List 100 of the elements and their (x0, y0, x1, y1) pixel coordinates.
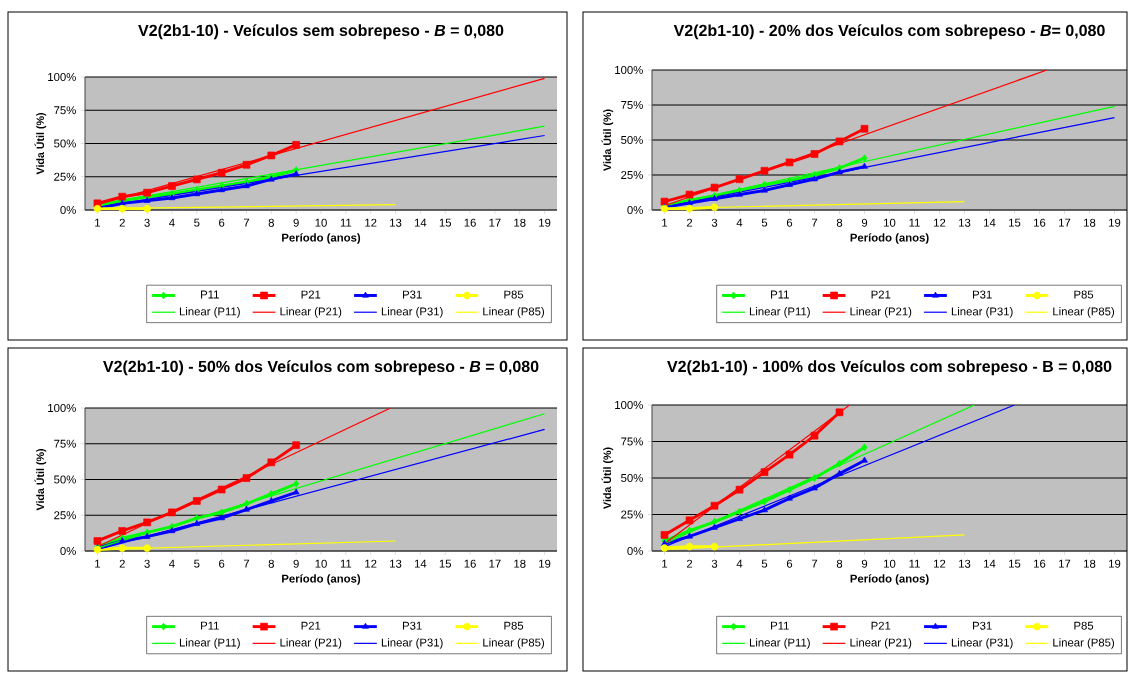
legend-label: Linear (P11) (179, 307, 240, 318)
x-tick-label: 1 (95, 559, 101, 568)
y-tick-label: 0% (60, 546, 76, 555)
x-tick-label: 15 (1009, 559, 1021, 568)
x-axis-title: Período (anos) (282, 574, 361, 585)
legend-label: P31 (972, 621, 992, 630)
x-tick-label: 11 (340, 559, 352, 568)
x-tick-label: 1 (662, 218, 668, 227)
y-tick-label: 50% (621, 473, 643, 482)
x-tick-label: 4 (736, 218, 743, 227)
x-tick-label: 2 (119, 218, 125, 227)
x-tick-label: 10 (315, 218, 327, 227)
legend-label: Linear (P85) (483, 307, 545, 318)
x-tick-label: 17 (1059, 559, 1071, 568)
legend-label: Linear (P11) (749, 638, 810, 649)
legend-label: Linear (P21) (280, 307, 342, 318)
legend-label: P21 (301, 290, 321, 299)
x-tick-label: 6 (219, 559, 225, 568)
x-tick-label: 16 (1034, 559, 1046, 568)
x-tick-label: 1 (95, 218, 101, 227)
y-tick-label: 25% (54, 172, 76, 181)
y-tick-label: 0% (60, 205, 76, 214)
y-tick-label: 50% (54, 139, 76, 148)
x-tick-label: 11 (909, 218, 920, 227)
y-tick-label: 100% (48, 403, 76, 412)
legend-label: Linear (P21) (850, 307, 912, 318)
x-tick-label: 8 (268, 559, 274, 568)
legend-label: P31 (402, 621, 422, 630)
x-tick-label: 2 (686, 218, 693, 227)
y-tick-label: 50% (621, 135, 643, 144)
x-tick-label: 7 (811, 218, 818, 227)
y-tick-label: 100% (615, 400, 643, 409)
x-tick-label: 6 (219, 218, 225, 227)
x-tick-label: 2 (686, 559, 693, 568)
x-tick-label: 13 (959, 218, 971, 227)
legend-label: P11 (771, 290, 789, 299)
y-axis-title: Vida Útil (%) (601, 109, 614, 171)
y-tick-label: 50% (54, 475, 76, 484)
x-tick-label: 14 (984, 218, 996, 227)
y-tick-label: 0% (627, 205, 643, 214)
legend-label: Linear (P85) (1053, 638, 1115, 649)
x-tick-label: 18 (514, 218, 526, 227)
x-axis-title: Período (anos) (850, 233, 929, 244)
legend-label: P85 (504, 621, 524, 630)
chart-title: V2(2b1-10) - 50% dos Veículos com sobrepeso - B = 0,080 (103, 360, 539, 376)
x-tick-label: 11 (909, 559, 920, 568)
x-tick-label: 12 (365, 559, 377, 568)
legend-label: Linear (P31) (951, 307, 1013, 318)
legend-label: P85 (504, 290, 524, 299)
x-tick-label: 12 (934, 218, 946, 227)
x-tick-label: 19 (1109, 559, 1121, 568)
x-tick-label: 3 (711, 218, 718, 227)
x-tick-label: 5 (194, 218, 200, 227)
legend-label: P31 (972, 290, 992, 299)
y-axis-title: Vida Útil (%) (34, 449, 47, 511)
x-tick-label: 15 (439, 559, 452, 568)
legend-label: P31 (402, 290, 422, 299)
x-tick-label: 18 (1084, 218, 1096, 227)
x-tick-label: 8 (836, 559, 843, 568)
legend-label: P11 (201, 290, 219, 299)
legend-label: P85 (1074, 290, 1094, 299)
x-tick-label: 16 (1034, 218, 1046, 227)
y-tick-label: 75% (621, 437, 643, 446)
x-tick-label: 4 (169, 218, 175, 227)
x-tick-label: 17 (1059, 218, 1071, 227)
x-tick-label: 19 (1109, 218, 1121, 227)
chart-title: V2(2b1-10) - Veículos sem sobrepeso - B = 0,080 (138, 24, 504, 40)
y-tick-label: 75% (621, 101, 643, 109)
x-tick-label: 16 (464, 559, 476, 568)
y-tick-label: 75% (54, 106, 76, 115)
legend-label: Linear (P85) (1053, 307, 1115, 318)
x-tick-label: 8 (268, 218, 274, 227)
legend-label: Linear (P85) (483, 638, 545, 649)
legend-label: P11 (771, 621, 789, 630)
y-tick-label: 25% (54, 511, 76, 520)
x-tick-label: 10 (884, 218, 896, 227)
x-tick-label: 9 (293, 559, 299, 568)
y-tick-label: 25% (621, 510, 643, 519)
x-tick-label: 9 (861, 559, 868, 568)
legend-label: P85 (1074, 621, 1094, 630)
x-axis-title: Período (anos) (282, 233, 361, 244)
x-tick-label: 5 (761, 218, 768, 227)
x-tick-label: 6 (786, 559, 793, 568)
x-tick-label: 14 (984, 559, 996, 568)
y-tick-label: 25% (621, 170, 643, 179)
legend-label: P11 (201, 621, 219, 630)
y-tick-label: 75% (54, 439, 76, 448)
x-tick-label: 3 (711, 559, 718, 568)
legend-label: Linear (P11) (179, 638, 240, 649)
chart-title: V2(2b1-10) - 20% dos Veículos com sobrepeso - B= 0,080 (673, 24, 1105, 40)
x-tick-label: 17 (489, 559, 501, 568)
legend-label: Linear (P21) (850, 638, 912, 649)
x-tick-label: 8 (836, 218, 843, 227)
x-tick-label: 13 (390, 559, 402, 568)
chart-title: V2(2b1-10) - 100% dos Veículos com sobrepeso - B = 0,080 (667, 360, 1112, 376)
y-tick-label: 100% (48, 72, 76, 81)
legend-label: Linear (P11) (749, 307, 810, 318)
x-tick-label: 18 (514, 559, 526, 568)
x-tick-label: 17 (489, 218, 501, 227)
legend-label: P21 (301, 621, 321, 630)
